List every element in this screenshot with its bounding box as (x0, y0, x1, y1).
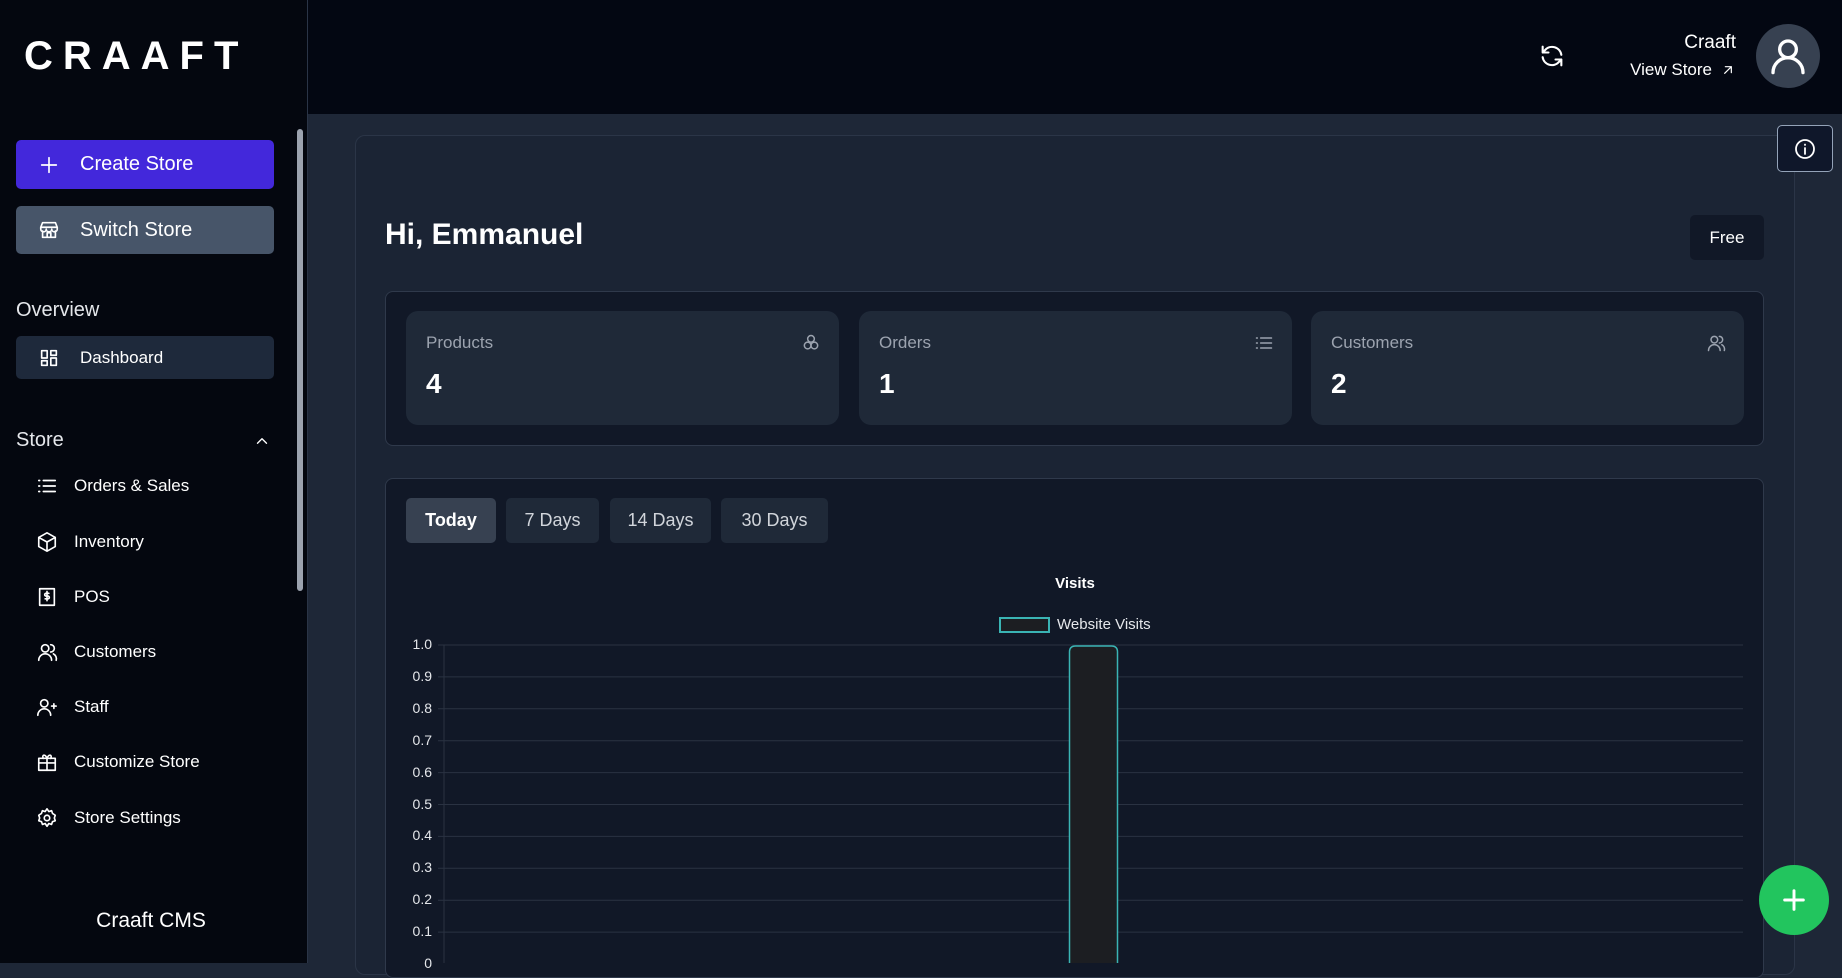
stat-card-orders[interactable]: Orders 1 (859, 311, 1292, 425)
switch-store-label: Switch Store (80, 218, 193, 241)
sidebar-item-staff[interactable]: Staff (36, 696, 109, 718)
y-tick-label: 0.6 (412, 763, 432, 780)
gift-icon (37, 754, 57, 772)
create-store-label: Create Store (80, 153, 194, 175)
chevron-up-icon[interactable] (253, 432, 271, 450)
dashboard-icon (40, 349, 58, 366)
user-icon (37, 643, 58, 662)
stat-value: 2 (1331, 368, 1347, 399)
store-name: Craaft (1684, 32, 1736, 53)
legend-label: Website Visits (1057, 616, 1151, 633)
info-icon (1795, 138, 1815, 159)
arrow-up-right-icon (1724, 66, 1732, 74)
y-tick-label: 0.8 (412, 699, 432, 716)
y-tick-label: 0.4 (412, 827, 432, 844)
sidebar-item-inventory[interactable]: Inventory (36, 531, 144, 553)
sidebar-item-pos[interactable]: POS (36, 586, 110, 608)
sidebar-item-customers[interactable]: Customers (36, 641, 156, 663)
plus-icon (40, 156, 58, 173)
tab-30-days[interactable]: 30 Days (721, 498, 828, 543)
legend-swatch (999, 616, 1050, 633)
fab-add-button[interactable] (1759, 865, 1829, 935)
stat-value: 4 (426, 368, 442, 399)
receipt-icon (38, 587, 56, 607)
stat-label: Customers (1331, 333, 1414, 352)
info-button[interactable] (1777, 125, 1833, 172)
footer-brand: Craaft CMS (96, 909, 206, 932)
top-header: Craaft View Store (308, 0, 1842, 114)
sidebar-item-orders-sales[interactable]: Orders & Sales (36, 475, 189, 497)
plus-icon (1783, 889, 1805, 911)
stat-card-customers[interactable]: Customers 2 (1311, 311, 1744, 425)
y-tick-label: 0.5 (412, 795, 432, 812)
user-avatar-icon (1771, 39, 1805, 75)
view-store-label: View Store (1630, 60, 1712, 79)
sidebar-item-store-settings[interactable]: Store Settings (36, 807, 181, 829)
bar-website-visits[interactable] (1068, 645, 1119, 963)
store-icon (39, 221, 59, 239)
tab-14-days[interactable]: 14 Days (610, 498, 711, 543)
nav-label: Staff (74, 697, 109, 716)
create-store-button[interactable]: Create Store (16, 140, 274, 189)
tab-today[interactable]: Today (406, 498, 496, 543)
y-tick-label: 0.2 (412, 891, 432, 908)
nav-label: POS (74, 587, 110, 606)
store-heading[interactable]: Store (16, 429, 64, 451)
list-icon (1255, 337, 1273, 349)
chart-legend-item[interactable]: Website Visits (999, 616, 1151, 633)
avatar[interactable] (1756, 24, 1820, 88)
y-tick-label: 1.0 (412, 636, 432, 652)
y-tick-label: 0.3 (412, 859, 432, 876)
nav-label: Inventory (74, 532, 144, 551)
y-tick-label: 0 (424, 955, 432, 971)
tab-7-days[interactable]: 7 Days (506, 498, 599, 543)
gear-icon (37, 808, 57, 828)
nav-label: Store Settings (74, 808, 181, 827)
sidebar: CRAAFT Create Store Switch Store Overvie… (0, 0, 308, 963)
dashboard-label: Dashboard (80, 347, 164, 367)
craaft-logo[interactable]: CRAAFT (24, 34, 249, 78)
box-icon (37, 532, 57, 552)
list-icon (37, 479, 57, 493)
user-icon (1707, 335, 1726, 352)
stat-value: 1 (879, 368, 895, 399)
y-tick-label: 0.7 (412, 731, 432, 748)
nav-label: Customize Store (74, 752, 200, 771)
nav-label: Customers (74, 642, 157, 661)
y-tick-label: 0.1 (412, 923, 432, 940)
overview-heading: Overview (16, 299, 100, 321)
view-store-link[interactable]: View Store (1630, 60, 1736, 80)
nav-label: Orders & Sales (74, 476, 190, 495)
boxes-icon (803, 334, 819, 350)
users-icon (37, 698, 57, 717)
stat-label: Products (426, 333, 494, 352)
sidebar-item-dashboard[interactable]: Dashboard (16, 336, 274, 379)
y-tick-label: 0.9 (412, 667, 432, 684)
sidebar-item-customize-store[interactable]: Customize Store (36, 751, 200, 773)
plan-badge[interactable]: Free (1690, 215, 1764, 260)
stat-card-products[interactable]: Products 4 (406, 311, 839, 425)
refresh-icon[interactable] (1538, 42, 1566, 70)
chart-title: Visits (1055, 575, 1095, 592)
switch-store-button[interactable]: Switch Store (16, 206, 274, 254)
greeting-title: Hi, Emmanuel (385, 218, 584, 251)
stat-label: Orders (879, 333, 931, 352)
sidebar-scrollbar-thumb[interactable] (297, 129, 303, 591)
